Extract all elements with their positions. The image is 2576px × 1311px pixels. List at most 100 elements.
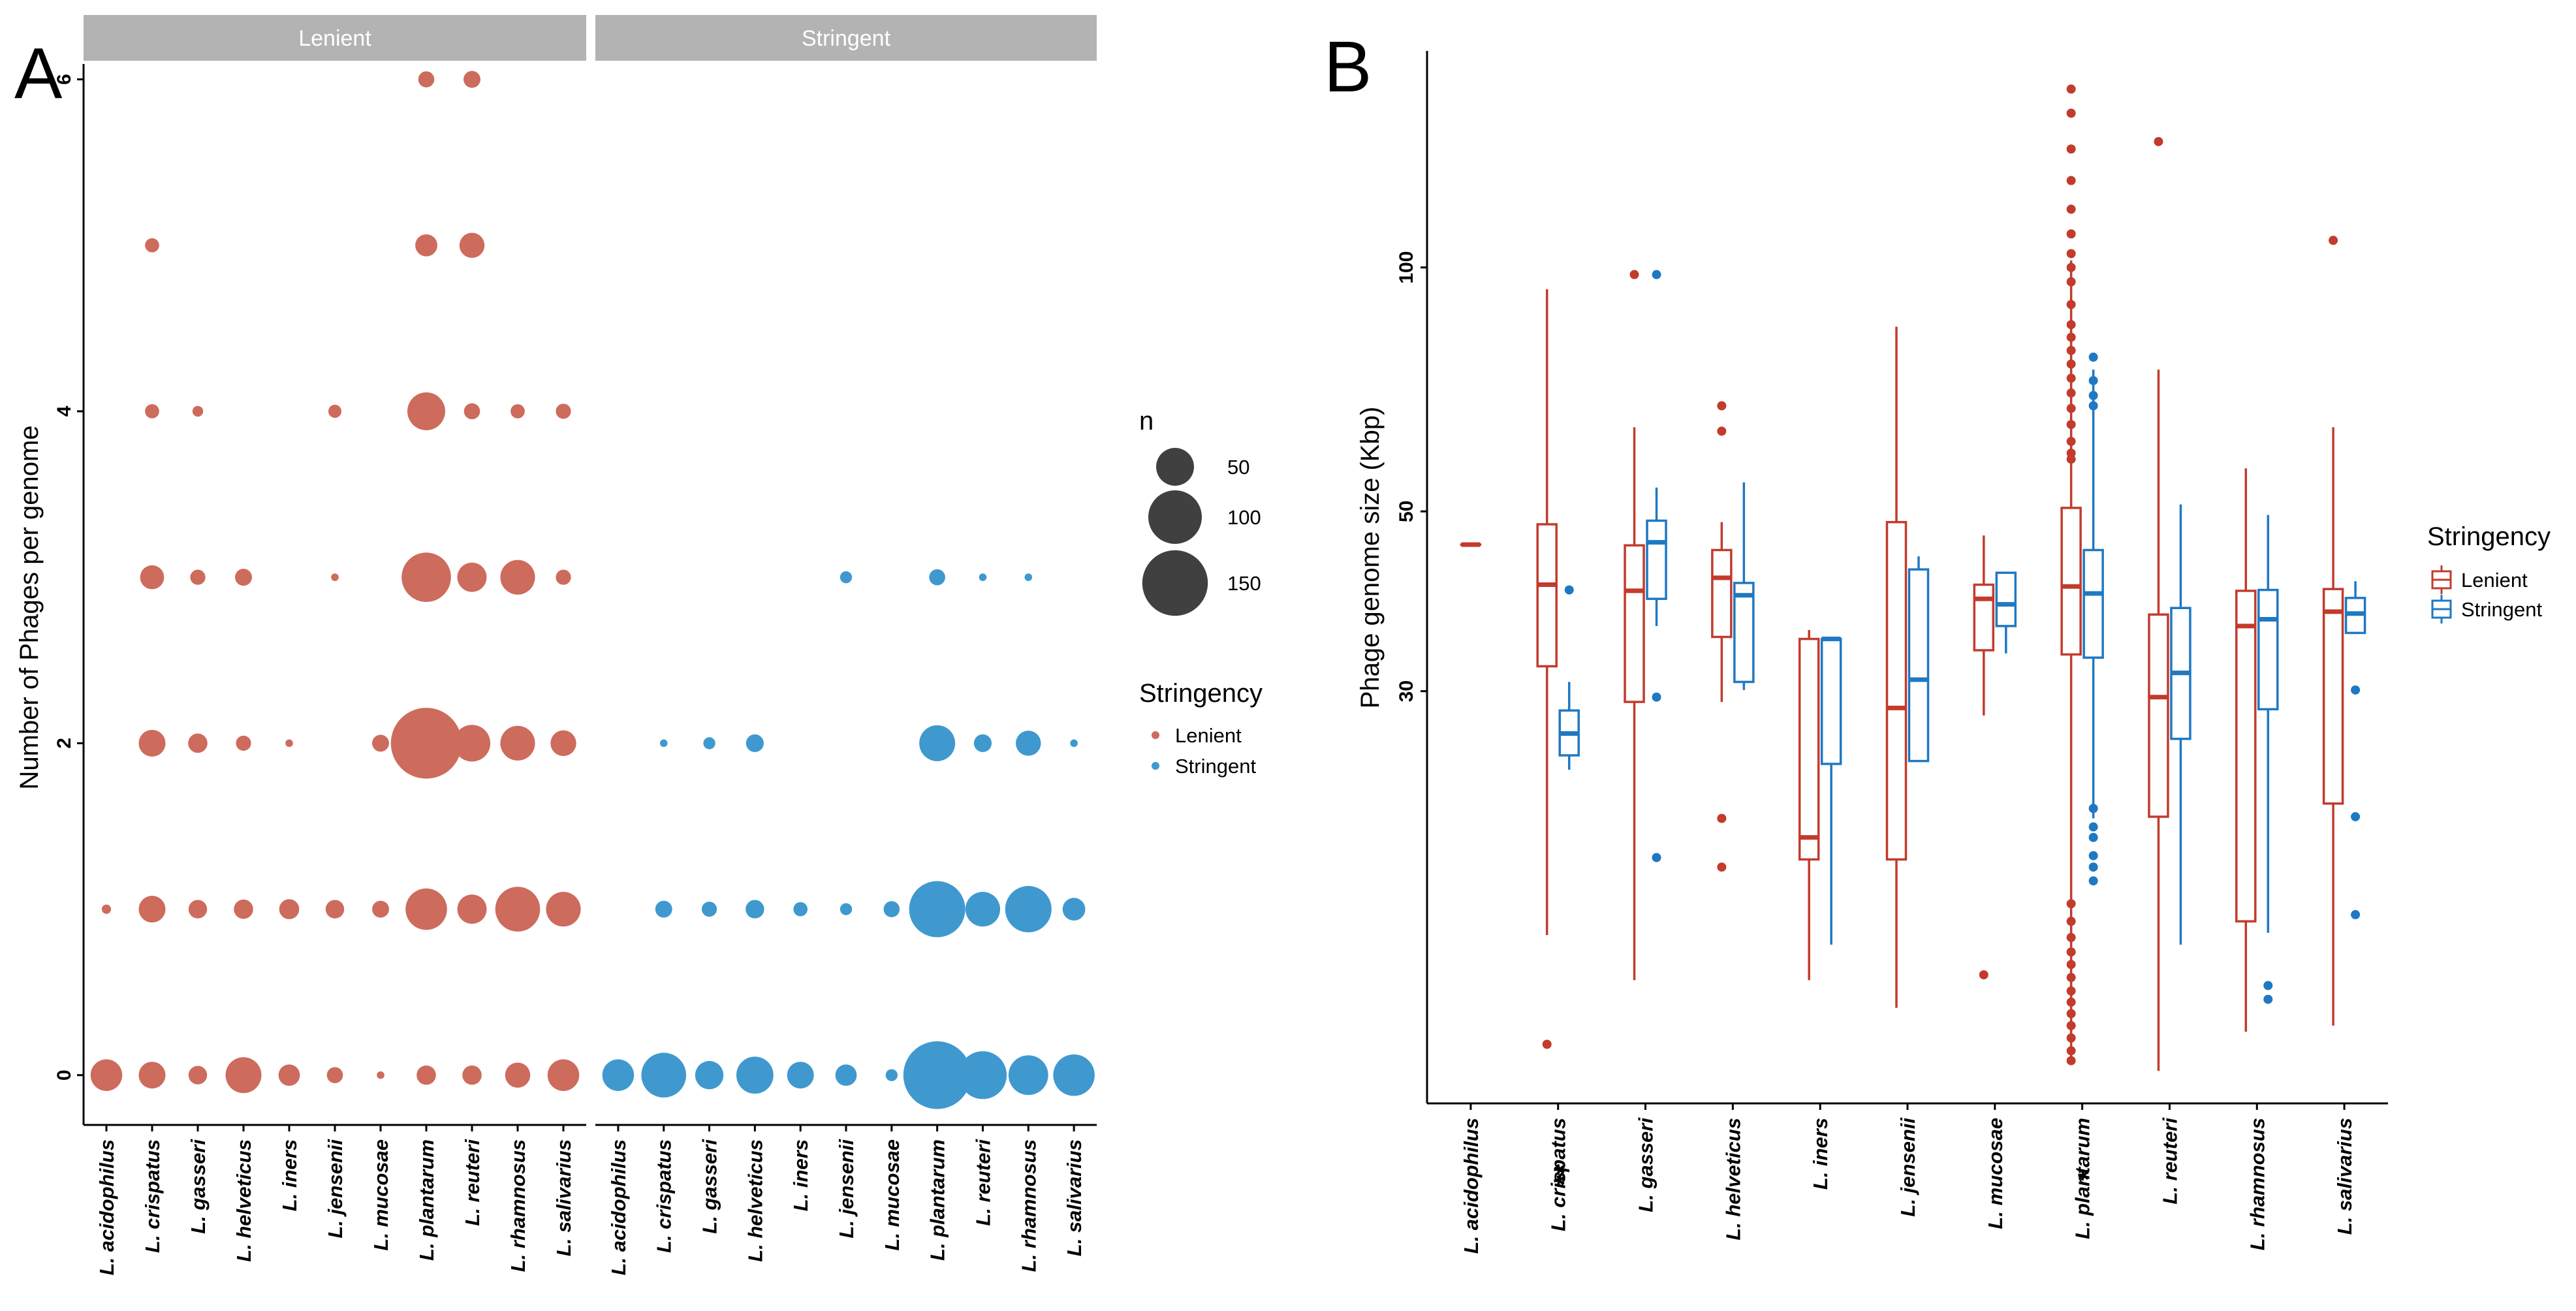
x-tick-label-l-mucosae: L. mucosae [881, 1139, 903, 1251]
outlier-point [1979, 970, 1988, 980]
outlier-point [2066, 277, 2076, 287]
legend-title: Stringency [2427, 522, 2551, 551]
bubble-lenient-l-plantarum-1 [405, 888, 447, 930]
outlier-point [2066, 403, 2076, 413]
bubble-lenient-l-mucosae-0 [377, 1071, 385, 1079]
x-tick-label-l-gasseri: L. gasseri [699, 1139, 721, 1234]
box-lenient-l-crispatus [1536, 289, 1558, 1049]
bubble-stringent-l-rhamnosus-2 [1016, 731, 1041, 756]
bubble-lenient-l-iners-2 [285, 739, 293, 748]
bubble-lenient-l-jensenii-3 [331, 573, 339, 581]
outlier-point [1717, 401, 1727, 411]
size-legend-label-100: 100 [1227, 506, 1261, 529]
x-tick-label-l-reuteri: L. reuteri [2158, 1117, 2181, 1205]
box-lenient-l-reuteri [2148, 136, 2169, 1071]
outlier-point [1717, 862, 1727, 872]
outlier-point [2066, 262, 2076, 272]
outlier-point [2088, 822, 2098, 832]
box-iqr [1973, 583, 1995, 652]
x-tick-label-l-salivarius: L. salivarius [552, 1139, 575, 1256]
box-stringent-l-salivarius [2344, 581, 2366, 919]
color-legend-label-lenient: Lenient [1175, 724, 1242, 747]
bubble-stringent-l-gasseri-2 [703, 737, 715, 750]
outlier-point [2088, 851, 2098, 861]
bubble-lenient-l-helveticus-1 [234, 899, 253, 919]
outlier-point [2066, 1020, 2076, 1030]
bubble-lenient-l-rhamnosus-2 [500, 725, 535, 761]
outlier-point [1542, 1039, 1552, 1049]
outlier-point [2066, 176, 2076, 185]
bubble-stringent-l-helveticus-0 [736, 1056, 774, 1094]
bubble-lenient-l-plantarum-2 [390, 708, 462, 779]
outlier-point [2351, 909, 2361, 919]
bubble-stringent-l-mucosae-1 [883, 901, 900, 917]
color-legend-label-stringent: Stringent [1175, 755, 1256, 778]
bubble-lenient-l-crispatus-0 [138, 1062, 166, 1089]
bubble-stringent-l-plantarum-3 [929, 569, 945, 586]
bubble-lenient-l-salivarius-3 [556, 569, 571, 585]
x-tick-label-l-crispatus: L. crispatus [141, 1139, 164, 1253]
legend-label-stringent: Stringent [2461, 598, 2542, 621]
bubble-lenient-l-jensenii-0 [326, 1067, 343, 1084]
box-stringent-l-gasseri [1646, 270, 1667, 862]
box-iqr [2060, 507, 2082, 656]
bubble-stringent-l-salivarius-0 [1053, 1054, 1095, 1096]
bubble-lenient-l-plantarum-0 [416, 1065, 436, 1085]
box-iqr [1733, 582, 1755, 684]
box-iqr [2257, 588, 2279, 711]
x-tick-label-l-rhamnosus: L. rhamnosus [507, 1139, 529, 1272]
outlier-point [2066, 932, 2076, 942]
y-tick-label: 100 [1396, 251, 1417, 284]
bubble-lenient-l-salivarius-1 [546, 891, 581, 927]
outlier-point [2066, 437, 2076, 447]
outlier-point [2088, 390, 2098, 400]
bubble-stringent-l-mucosae-0 [885, 1069, 898, 1081]
bubble-lenient-l-reuteri-5 [459, 232, 485, 258]
outlier-point [1564, 585, 1574, 595]
box-iqr [2235, 590, 2257, 923]
box-lenient-l-jensenii [1885, 326, 1908, 1008]
bubble-stringent-l-gasseri-1 [701, 901, 717, 917]
box-lenient-l-iners [1798, 629, 1820, 981]
outlier-point [2066, 332, 2076, 342]
outlier-point [2066, 229, 2076, 239]
panel-a: A Lenient Stringent 0 2 4 6 Number of Phages pe… [14, 15, 1263, 1275]
box-lenient-l-helveticus [1711, 401, 1733, 872]
x-tick-label-l-rhamnosus: L. rhamnosus [1017, 1139, 1040, 1272]
bubble-lenient-l-gasseri-3 [190, 569, 206, 585]
bubble-lenient-l-gasseri-0 [188, 1066, 208, 1084]
bubble-lenient-l-reuteri-4 [463, 403, 480, 420]
bubble-stringent-l-jensenii-3 [840, 571, 853, 584]
bubble-lenient-l-reuteri-3 [457, 562, 487, 592]
bubble-stringent-l-iners-0 [787, 1062, 814, 1089]
y-axis-title: Number of Phages per genome [15, 425, 44, 789]
x-tick-label-l-salivarius: L. salivarius [2333, 1118, 2356, 1235]
outlier-point [2066, 917, 2076, 926]
box-iqr [1711, 548, 1733, 639]
bubble-lenient-l-reuteri-2 [453, 725, 491, 762]
color-legend-title: Stringency [1139, 679, 1263, 708]
outlier-point [2066, 249, 2076, 259]
x-tick-label-l-iners: L. iners [1809, 1118, 1832, 1190]
box-stringent-l-jensenii [1908, 556, 1930, 763]
bubble-lenient-l-rhamnosus-1 [495, 887, 541, 932]
panel-letter-a: A [14, 33, 63, 114]
bubble-lenient-l-reuteri-0 [462, 1065, 482, 1085]
box-iqr [1536, 523, 1558, 668]
outlier-point [2088, 832, 2098, 842]
bubble-lenient-l-iners-0 [278, 1064, 300, 1086]
box-lenient-l-salivarius [2322, 236, 2344, 1026]
bubble-stringent-l-reuteri-0 [958, 1051, 1007, 1099]
box-stringent-l-plantarum [2082, 353, 2104, 886]
color-legend-dot-lenient [1152, 731, 1159, 739]
panel-b: B 30 50 100 Phage genome size (Kbp) L. acidop… [1324, 27, 2551, 1254]
bubble-lenient-l-mucosae-1 [372, 900, 389, 918]
size-legend-circle-100 [1148, 490, 1202, 544]
significance-marker-l-plantarum: * [2073, 1169, 2105, 1181]
bubble-lenient-l-iners-1 [279, 899, 300, 919]
x-tick-label-l-gasseri: L. gasseri [187, 1139, 210, 1234]
bubble-lenient-l-reuteri-6 [463, 71, 480, 88]
box-iqr [2082, 548, 2104, 659]
box-lenient-l-mucosae [1973, 535, 1995, 980]
